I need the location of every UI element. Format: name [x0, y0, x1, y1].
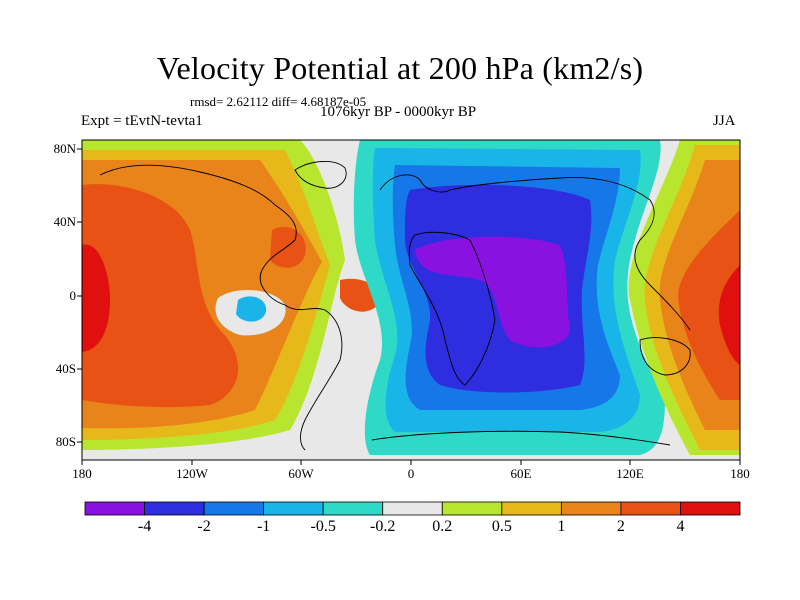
axis-ticks: [77, 148, 741, 465]
colorbar-label: -4: [137, 518, 152, 535]
colorbar-swatch: [263, 501, 324, 516]
pos-region-east-2: [678, 210, 740, 400]
chart-title: Velocity Potential at 200 hPa (km2/s): [156, 50, 644, 86]
neg-hole-pacific: [236, 296, 267, 322]
coastlines: [99, 161, 691, 451]
stats-label: rmsd= 2.62112 diff= 4.68187e-05: [190, 94, 367, 109]
lon-tick-60w: 60W: [288, 466, 314, 481]
lat-tick-40n: 40N: [53, 214, 76, 229]
colorbar-swatch: [84, 501, 145, 516]
lon-tick-180e: 180: [730, 466, 750, 481]
colorbar-swatch: [144, 501, 205, 516]
colorbar-swatch: [203, 501, 265, 516]
colorbar-label: 2: [616, 518, 625, 535]
colorbar-swatch: [620, 501, 681, 516]
contour-field: [82, 140, 740, 460]
colorbar: [84, 501, 741, 516]
lon-tick-120e: 120E: [616, 466, 644, 481]
period-label: 1076kyr BP - 0000kyr BP: [320, 104, 477, 120]
neg-region-4: [415, 236, 570, 348]
lat-tick-40s: 40S: [55, 361, 76, 376]
colorbar-swatch: [680, 501, 741, 516]
colorbar-swatch: [501, 501, 562, 516]
colorbar-swatch: [322, 501, 384, 516]
colorbar-label: 0.2: [432, 518, 453, 535]
colorbar-label: -0.5: [310, 518, 336, 535]
experiment-label: Expt = tEvtN-tevta1: [81, 113, 203, 129]
season-label: JJA: [713, 113, 736, 129]
pos-region-2: [82, 184, 239, 408]
colorbar-label: 0.5: [491, 518, 512, 535]
lat-tick-0: 0: [69, 288, 77, 303]
colorbar-swatch: [441, 501, 503, 516]
colorbar-label: -2: [197, 518, 211, 535]
colorbar-label: 1: [557, 518, 566, 535]
pos-region-4: [82, 244, 110, 352]
lat-tick-80s: 80S: [55, 434, 76, 449]
colorbar-swatch: [560, 501, 622, 516]
lon-tick-60e: 60E: [510, 466, 532, 481]
colorbar-swatch: [382, 501, 443, 516]
pos-region-east-4: [718, 265, 740, 365]
lat-tick-80n: 80N: [53, 141, 76, 156]
colorbar-label: -1: [256, 518, 271, 535]
colorbar-label: -0.2: [370, 518, 396, 535]
lon-tick-180w: 180: [72, 466, 92, 481]
pos-region-2-na: [270, 226, 306, 268]
lon-tick-120w: 120W: [176, 466, 208, 481]
lon-tick-0: 0: [407, 466, 415, 481]
colorbar-label: 4: [676, 518, 685, 535]
